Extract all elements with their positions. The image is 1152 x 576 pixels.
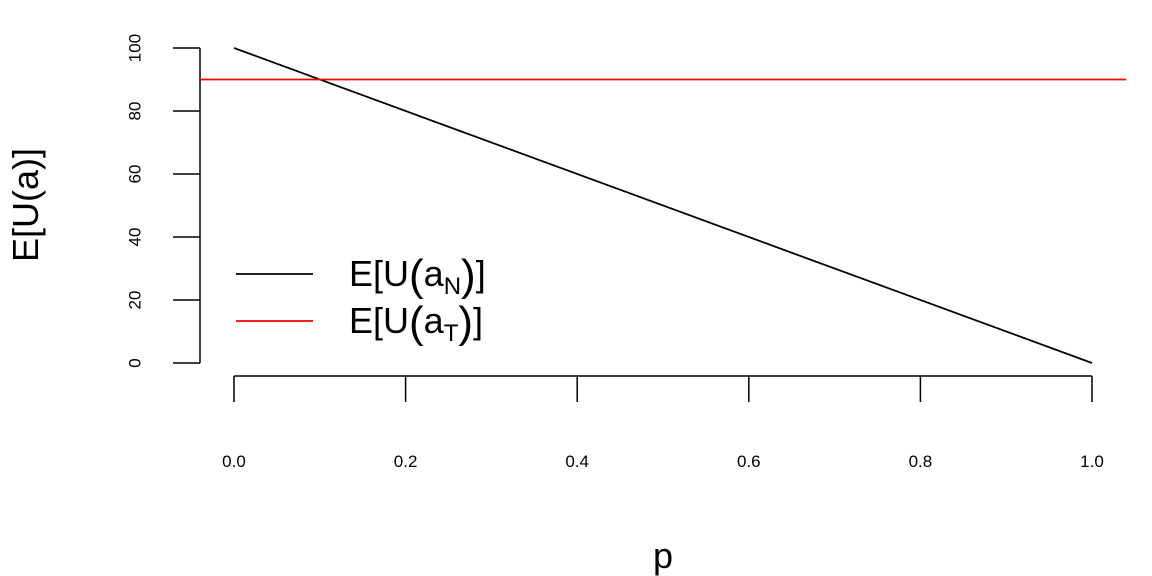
y-axis: 0 20 40 60 80 100 (125, 34, 201, 368)
x-tick-label: 0.4 (565, 452, 589, 471)
y-tick-label: 40 (125, 228, 144, 247)
legend-label: E[U(aT)] (349, 298, 483, 347)
y-tick-label: 60 (125, 165, 144, 184)
legend-label: E[U(aN)] (349, 251, 486, 300)
x-axis-title: p (653, 535, 673, 576)
x-tick-label: 0.6 (737, 452, 761, 471)
y-tick-label: 100 (125, 34, 144, 62)
x-tick-label: 0.2 (394, 452, 418, 471)
series-layer (199, 47, 1127, 364)
x-tick-label: 1.0 (1080, 452, 1104, 471)
x-tick-label: 0.8 (909, 452, 933, 471)
y-tick-label: 0 (125, 358, 144, 367)
legend: E[U(aN)]E[U(aT)] (236, 251, 486, 347)
y-tick-label: 80 (125, 102, 144, 121)
x-tick-label: 0.0 (222, 452, 246, 471)
y-tick-label: 20 (125, 291, 144, 310)
y-axis-title: E[U(a)] (5, 148, 46, 262)
series-line-n (233, 47, 1093, 364)
x-axis: 0.0 0.2 0.4 0.6 0.8 1.0 (222, 375, 1104, 471)
